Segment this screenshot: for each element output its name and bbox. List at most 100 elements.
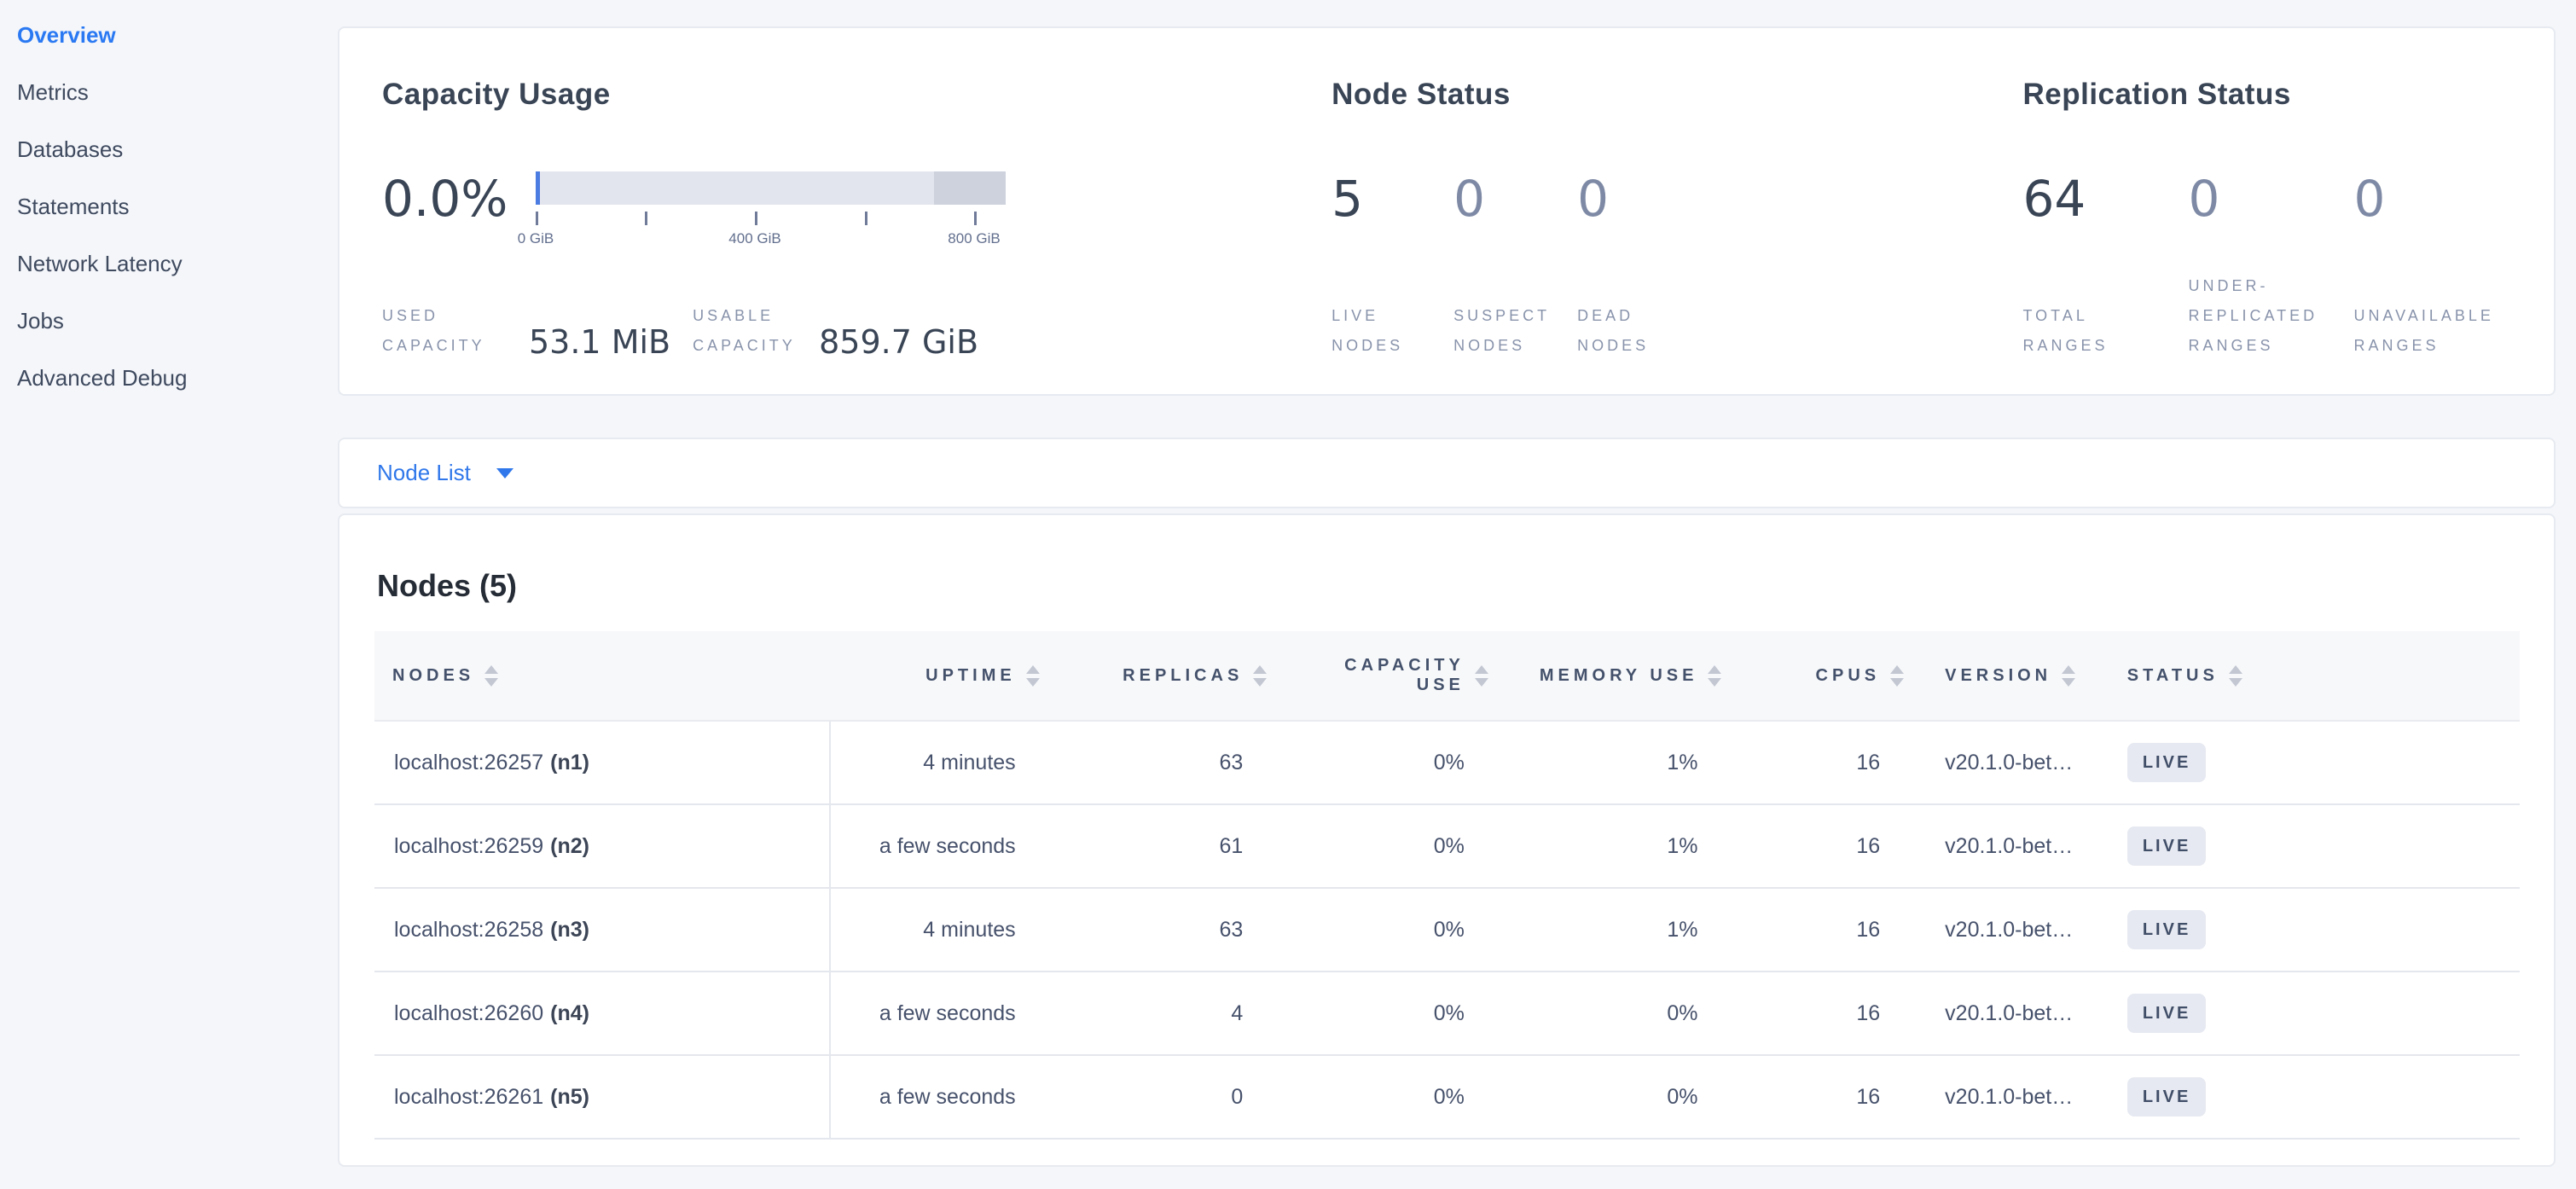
metric-value: 0 — [2353, 170, 2386, 228]
metric-label: UNAVAILABLE RANGES — [2353, 307, 2494, 354]
stat-value: 53.1 MiB — [529, 323, 671, 361]
column-header-label: UPTIME — [925, 665, 1016, 685]
sort-icon — [1253, 664, 1268, 687]
sidebar-item-statements[interactable]: Statements — [17, 194, 130, 219]
column-header-memory_use[interactable]: MEMORY USE — [1503, 631, 1737, 720]
metric-label: TOTAL RANGES — [2022, 307, 2109, 354]
column-header-label: MEMORY USE — [1539, 665, 1698, 685]
node-id: (n1) — [550, 750, 589, 774]
capacity-used-percent: 0.0% — [382, 170, 508, 228]
capacity-usage-section: Capacity Usage 0.0% 0 GiB 400 GiB 800 GiB … — [339, 28, 1332, 394]
node-list-card: Node List — [338, 438, 2556, 508]
node-id: (n3) — [550, 917, 589, 942]
nodes-table: NODES UPTIME REPLICAS CAPACITY USE MEMORY USE… — [374, 631, 2520, 1140]
status-cell: LIVE — [2106, 743, 2520, 782]
metric-value: 0 — [2188, 170, 2220, 228]
column-header-label: VERSION — [1945, 665, 2052, 685]
metric-label: DEAD NODES — [1577, 307, 1650, 354]
metric-label: LIVE NODES — [1332, 307, 1404, 354]
node-address-cell: localhost:26258 (n3) — [374, 889, 832, 971]
table-row: localhost:26260 (n4) a few seconds 4 0% 0% 16 v… — [374, 972, 2520, 1056]
node-list-dropdown[interactable]: Node List — [377, 460, 513, 486]
version-cell: v20.1.0-bet… — [1945, 917, 2074, 942]
node-id: (n4) — [550, 1000, 589, 1025]
node-status-section: Node Status 5 LIVE NODES 0 SUSPECT NODES 0 DEAD… — [1332, 28, 2022, 394]
sidebar-item-metrics[interactable]: Metrics — [17, 79, 89, 105]
capacity-bar-chart: 0 GiB 400 GiB 800 GiB — [518, 171, 1006, 251]
capacity-use-cell: 0% — [1433, 750, 1465, 774]
metric-value: 0 — [1453, 170, 1486, 228]
column-header-nodes[interactable]: NODES — [374, 631, 831, 720]
uptime-cell: a few seconds — [879, 1000, 1016, 1025]
capacity-stats: USED CAPACITY 53.1 MiB USABLE CAPACITY 859.7 … — [382, 301, 1332, 361]
node-id: (n5) — [550, 1084, 589, 1109]
column-header-uptime[interactable]: UPTIME — [831, 631, 1054, 720]
nodes-table-title: Nodes (5) — [377, 568, 518, 603]
status-badge: LIVE — [2126, 743, 2207, 782]
sidebar-item-network-latency[interactable]: Network Latency — [17, 251, 183, 276]
metric-label: SUSPECT NODES — [1453, 307, 1551, 354]
sort-icon — [2062, 664, 2076, 687]
capacity-bar — [536, 171, 1006, 205]
metric: 0 UNAVAILABLE RANGES — [2353, 171, 2550, 361]
replicas-cell: 63 — [1219, 917, 1244, 942]
memory-use-cell: 1% — [1667, 750, 1698, 774]
memory-use-cell: 1% — [1667, 917, 1698, 942]
node-address-cell: localhost:26260 (n4) — [374, 972, 832, 1054]
sort-icon — [484, 664, 499, 687]
stat-label: USABLE CAPACITY — [693, 307, 796, 354]
table-row: localhost:26261 (n5) a few seconds 0 0% 0% 16 v… — [374, 1056, 2520, 1140]
node-address: localhost:26261 — [394, 1084, 544, 1109]
axis-tick-label: 0 GiB — [517, 230, 554, 246]
cpus-cell: 16 — [1856, 1084, 1881, 1109]
capacity-bar-nonusable-segment — [934, 171, 1006, 205]
column-header-status[interactable]: STATUS — [2106, 631, 2520, 720]
column-header-replicas[interactable]: REPLICAS — [1054, 631, 1282, 720]
column-header-label: CAPACITY USE — [1344, 656, 1465, 694]
sidebar-item-jobs[interactable]: Jobs — [17, 308, 64, 334]
axis-tick — [536, 212, 538, 225]
status-cell: LIVE — [2106, 1077, 2520, 1116]
status-cell: LIVE — [2106, 994, 2520, 1033]
metric: 0 SUSPECT NODES — [1453, 171, 1577, 361]
sidebar-item-advanced-debug[interactable]: Advanced Debug — [17, 365, 188, 391]
capacity-use-cell: 0% — [1433, 833, 1465, 858]
replicas-cell: 0 — [1231, 1084, 1244, 1109]
column-header-version[interactable]: VERSION — [1918, 631, 2106, 720]
uptime-cell: a few seconds — [879, 833, 1016, 858]
table-row: localhost:26258 (n3) 4 minutes 63 0% 1% 16 v20.… — [374, 889, 2520, 972]
axis-tick — [645, 212, 647, 225]
caret-down-icon — [496, 467, 513, 478]
uptime-cell: a few seconds — [879, 1084, 1016, 1109]
memory-use-cell: 1% — [1667, 833, 1698, 858]
node-status-title: Node Status — [1332, 78, 1511, 111]
cpus-cell: 16 — [1856, 1000, 1881, 1025]
axis-tick — [865, 212, 867, 225]
memory-use-cell: 0% — [1667, 1000, 1698, 1025]
version-cell: v20.1.0-bet… — [1945, 1000, 2074, 1025]
column-header-cpus[interactable]: CPUS — [1736, 631, 1918, 720]
cpus-cell: 16 — [1856, 917, 1881, 942]
node-address-cell: localhost:26257 (n1) — [374, 722, 832, 803]
status-badge: LIVE — [2126, 1077, 2207, 1116]
column-header-capacity_use[interactable]: CAPACITY USE — [1281, 631, 1503, 720]
node-address: localhost:26260 — [394, 1000, 544, 1025]
axis-tick — [755, 212, 757, 225]
version-cell: v20.1.0-bet… — [1945, 1084, 2074, 1109]
node-address: localhost:26257 — [394, 750, 544, 774]
sidebar-item-databases[interactable]: Databases — [17, 136, 124, 162]
capacity-stat: USED CAPACITY 53.1 MiB — [382, 301, 672, 361]
version-cell: v20.1.0-bet… — [1945, 750, 2074, 774]
sidebar-item-overview[interactable]: Overview — [17, 22, 116, 48]
replicas-cell: 61 — [1219, 833, 1244, 858]
cpus-cell: 16 — [1856, 750, 1881, 774]
metric: 0 DEAD NODES — [1577, 171, 1748, 361]
node-address-cell: localhost:26261 (n5) — [374, 1056, 832, 1138]
node-list-dropdown-label: Node List — [377, 460, 471, 485]
version-cell: v20.1.0-bet… — [1945, 833, 2074, 858]
capacity-usage-title: Capacity Usage — [382, 78, 611, 111]
capacity-stat: USABLE CAPACITY 859.7 GiB — [693, 301, 980, 361]
cluster-overview-card: Capacity Usage 0.0% 0 GiB 400 GiB 800 GiB … — [338, 26, 2556, 396]
capacity-use-cell: 0% — [1433, 917, 1465, 942]
column-header-label: CPUS — [1815, 665, 1881, 685]
